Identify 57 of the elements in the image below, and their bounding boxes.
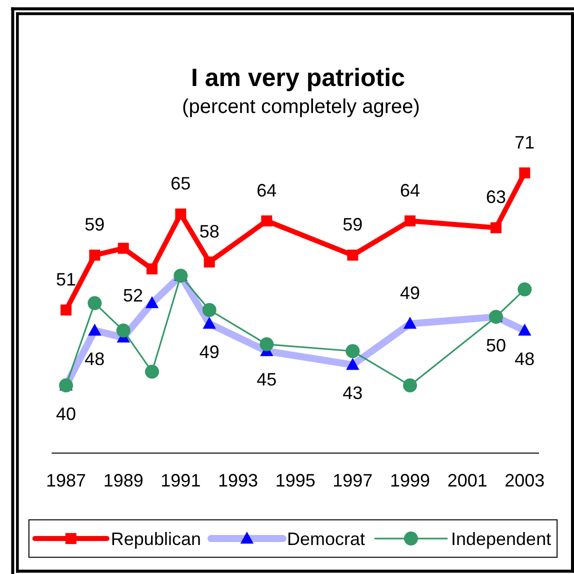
data-label: 45 [256,370,277,390]
data-label: 64 [400,180,420,200]
point [404,215,416,226]
x-tick-label: 2001 [447,470,488,490]
point [202,316,216,329]
point [118,242,129,254]
x-tick-label: 1993 [218,470,258,490]
data-label: 49 [400,283,420,304]
point [89,250,100,261]
data-label: 59 [84,214,105,235]
point [145,364,160,379]
point [88,324,102,336]
point [175,208,186,220]
data-label: 40 [56,404,76,424]
point [346,358,360,370]
point [116,324,130,338]
point [60,304,72,316]
data-label: 52 [123,286,144,306]
point [403,378,418,392]
data-label: 71 [514,132,535,152]
point [261,215,272,226]
x-tick-label: 2003 [504,470,545,490]
point [204,256,215,268]
x-tick-label: 1991 [160,470,201,490]
point [519,167,530,178]
chart-title: I am very patriotic [191,64,406,92]
chart-subtitle: (percent completely agree) [182,96,420,118]
x-tick-label: 1989 [103,470,144,490]
data-label: 43 [342,383,363,404]
point [88,296,102,310]
x-tick-label: 1999 [390,470,430,490]
point [518,324,532,336]
data-label: 59 [342,214,363,235]
data-label: 64 [256,180,277,200]
data-label: 65 [170,173,191,194]
point [145,296,159,308]
point [403,316,417,329]
point [260,337,274,352]
point [347,250,358,261]
legend-label: Democrat [286,528,365,549]
x-tick-label: 1997 [332,470,373,490]
data-label: 50 [486,335,506,356]
data-label: 63 [486,187,506,208]
point [202,302,216,317]
data-label: 48 [84,348,105,369]
legend-label: Republican [110,528,201,549]
x-tick-label: 1987 [46,470,86,490]
data-label: 51 [56,269,76,290]
data-label: 48 [514,348,535,369]
point [490,222,502,234]
data-label: 49 [199,342,220,362]
point [346,344,360,358]
point [146,263,158,274]
data-label: 58 [199,221,220,242]
x-tick-label: 1995 [275,470,316,490]
legend-label: Independent [450,528,552,549]
point [518,282,532,296]
